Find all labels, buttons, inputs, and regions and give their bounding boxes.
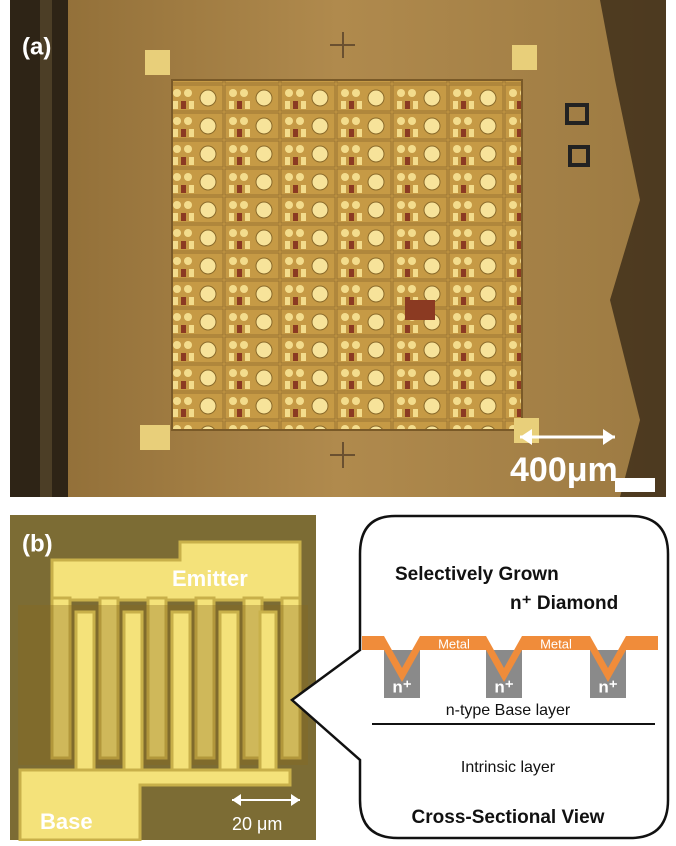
panel-label: (a) (22, 33, 51, 60)
metal-label: Metal (540, 636, 572, 651)
panel-a: (a) 400μm (10, 0, 666, 497)
scale-bar-label: 400μm (510, 451, 618, 489)
n-plus-label: n⁺ (598, 677, 617, 696)
n-plus-label: n⁺ (494, 677, 513, 696)
cross-section-title: n⁺ Diamond (510, 593, 618, 614)
cross-section-title: Selectively Grown (395, 564, 559, 585)
base-label: Base (40, 809, 93, 834)
page: (a) 400μm (b) Emitter Base 20 μm Selecti… (0, 0, 676, 846)
emitter-label: Emitter (172, 566, 248, 591)
n-plus-label: n⁺ (392, 677, 411, 696)
metal-label: Metal (438, 636, 470, 651)
scale-bar-label: 20 μm (232, 814, 282, 834)
cross-section: Selectively Grown n⁺ Diamond Metal Metal… (292, 516, 668, 838)
intrinsic-layer-label: Intrinsic layer (461, 759, 556, 776)
figure: (a) 400μm (b) Emitter Base 20 μm Selecti… (0, 0, 676, 841)
base-layer-label: n-type Base layer (446, 702, 571, 719)
cross-section-caption: Cross-Sectional View (412, 807, 605, 828)
panel-b: (b) Emitter Base 20 μm (10, 515, 316, 840)
panel-label: (b) (22, 530, 53, 557)
